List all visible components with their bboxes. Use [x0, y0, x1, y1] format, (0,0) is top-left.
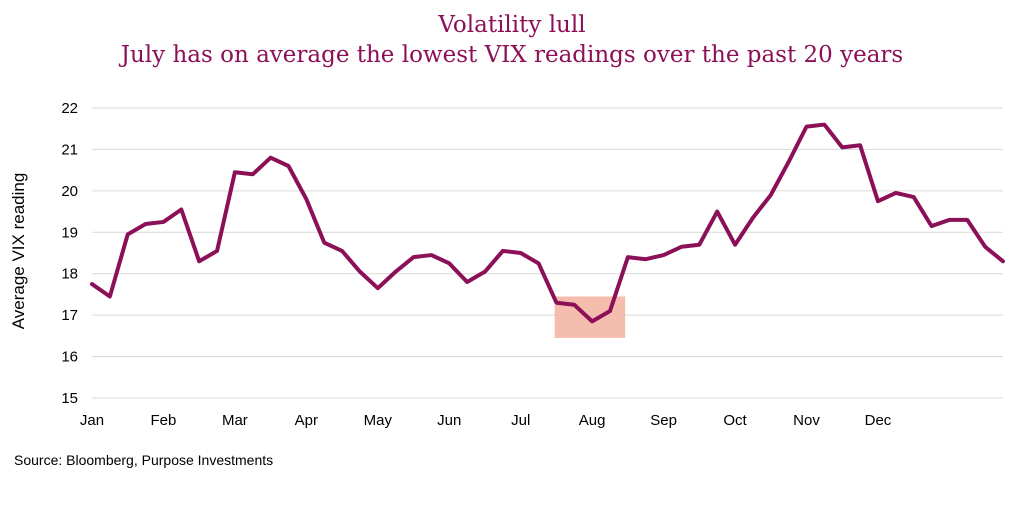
- chart-title-block: Volatility lull July has on average the …: [0, 10, 1024, 70]
- x-tick-label-nov: Nov: [793, 412, 820, 429]
- x-tick-label-jan: Jan: [80, 412, 104, 429]
- x-tick-label-dec: Dec: [865, 412, 892, 429]
- y-tick-label-21: 21: [61, 141, 78, 158]
- y-tick-label-17: 17: [61, 307, 78, 324]
- chart-title: Volatility lull: [438, 12, 586, 38]
- y-tick-label-15: 15: [61, 390, 78, 407]
- x-tick-label-aug: Aug: [579, 412, 606, 429]
- x-tick-label-apr: Apr: [295, 412, 318, 429]
- y-tick-label-20: 20: [61, 183, 78, 200]
- x-tick-label-oct: Oct: [723, 412, 747, 429]
- x-tick-label-jul: Jul: [511, 412, 530, 429]
- x-axis: Jan Feb Mar Apr May Jun Jul Aug Sep Oct Nov Dec: [80, 412, 892, 429]
- series-line-vix: [90, 122, 1005, 324]
- chart-subtitle: July has on average the lowest VIX readi…: [120, 42, 904, 68]
- gridlines: [92, 107, 1003, 399]
- y-tick-label-16: 16: [61, 349, 78, 366]
- y-axis-title: Average VIX reading: [9, 173, 28, 330]
- source-note: Source: Bloomberg, Purpose Investments: [14, 452, 274, 468]
- x-tick-label-mar: Mar: [222, 412, 248, 429]
- series-layer: [90, 122, 1005, 324]
- y-tick-label-22: 22: [61, 100, 78, 117]
- y-axis: 15 16 17 18 19 20 21 22: [61, 100, 78, 407]
- x-tick-label-may: May: [364, 412, 393, 429]
- x-tick-label-feb: Feb: [151, 412, 177, 429]
- y-tick-label-18: 18: [61, 266, 78, 283]
- x-tick-label-sep: Sep: [650, 412, 677, 429]
- x-tick-label-jun: Jun: [437, 412, 461, 429]
- y-tick-label-19: 19: [61, 224, 78, 241]
